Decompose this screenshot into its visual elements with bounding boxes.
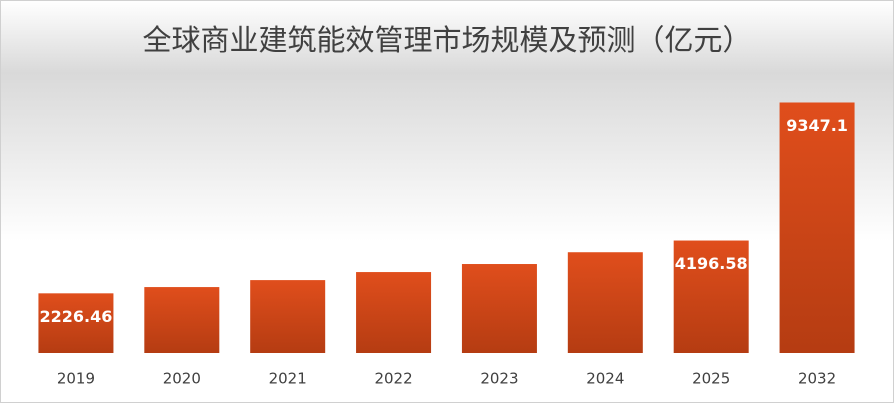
bar	[250, 280, 326, 353]
x-tick-label: 2020	[163, 370, 201, 388]
bar	[461, 264, 537, 353]
value-label: 2226.46	[40, 307, 113, 326]
bar	[38, 293, 114, 353]
x-tick-label: 2032	[798, 370, 836, 388]
x-tick-label: 2024	[586, 370, 624, 388]
bar	[673, 240, 749, 353]
chart-title: 全球商业建筑能效管理市场规模及预测（亿元）	[142, 23, 751, 57]
x-tick-label: 2025	[692, 370, 730, 388]
x-tick-label: 2019	[57, 370, 95, 388]
bar	[356, 272, 432, 353]
bar	[144, 287, 220, 353]
bar	[567, 252, 643, 353]
x-tick-label: 2022	[374, 370, 412, 388]
bar	[779, 102, 855, 354]
value-label: 4196.58	[675, 254, 748, 273]
x-tick-label: 2021	[269, 370, 307, 388]
x-tick-label: 2023	[480, 370, 518, 388]
value-label: 9347.1	[786, 116, 848, 135]
